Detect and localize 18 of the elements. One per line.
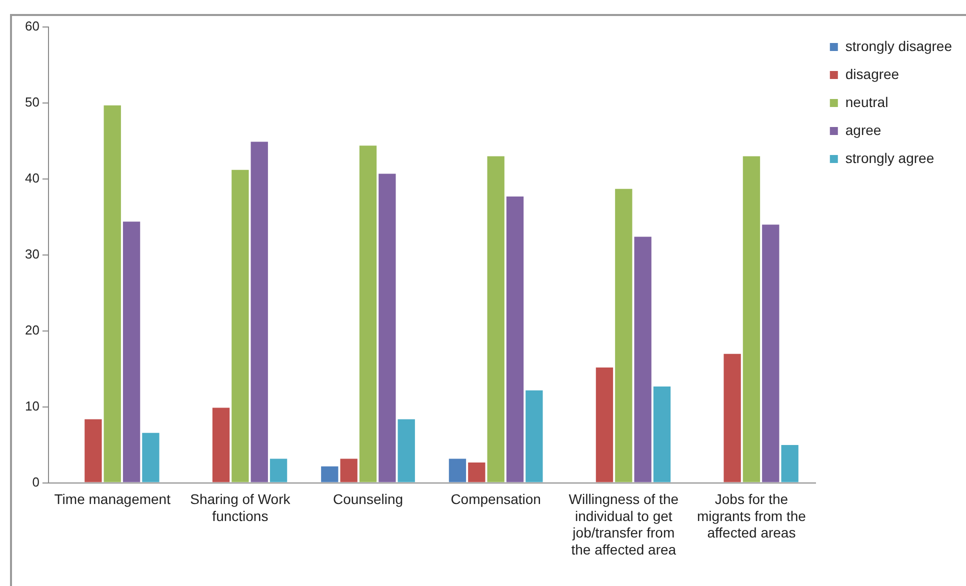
y-tick-label: 40 — [24, 170, 40, 186]
legend-label: strongly disagree — [845, 38, 952, 54]
legend-label: strongly agree — [845, 150, 934, 166]
x-tick-label: Counseling — [332, 491, 404, 508]
y-tick-label: 50 — [24, 94, 40, 110]
y-tick-label: 0 — [32, 474, 40, 490]
y-tick-label: 20 — [24, 322, 40, 338]
x-tick-label: Willingness of the individual to get job/transfer from the affected area — [568, 491, 679, 558]
legend-label: agree — [845, 122, 882, 138]
y-tick-label: 60 — [24, 18, 40, 34]
x-tick-label: Sharing of Work functions — [190, 491, 292, 524]
x-tick-label: Compensation — [450, 491, 541, 508]
y-tick-label: 10 — [24, 398, 40, 414]
legend-label: disagree — [845, 66, 900, 82]
legend-label: neutral — [845, 94, 888, 110]
x-tick-label: Jobs for the migrants from the affected areas — [697, 491, 806, 541]
y-tick-label: 30 — [24, 246, 40, 262]
x-tick-label: Time management — [54, 491, 171, 508]
